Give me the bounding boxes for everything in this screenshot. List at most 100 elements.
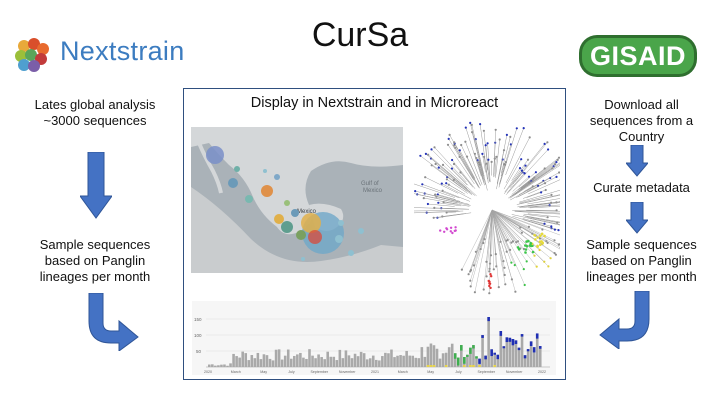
tree-tip — [524, 248, 528, 251]
tree-tip — [490, 160, 493, 163]
tree-tip — [544, 188, 547, 192]
tree-branch — [491, 209, 525, 286]
tree-tip — [555, 161, 558, 164]
tree-branch — [522, 218, 552, 227]
tree-branch — [446, 179, 468, 194]
tree-branch — [479, 164, 484, 177]
tree-tip — [528, 244, 532, 247]
timeline-bar-highlight — [493, 352, 496, 355]
timeline-bar — [244, 353, 248, 367]
timeline-bar — [450, 343, 454, 367]
tree-tip — [477, 161, 480, 164]
timeline-bar — [435, 348, 439, 367]
tree-tip — [464, 140, 467, 143]
timeline-bar — [423, 356, 427, 367]
timeline-bar — [405, 350, 408, 367]
timeline-tick-label: July — [288, 370, 295, 374]
timeline-bar — [217, 365, 220, 367]
timeline-bar — [538, 346, 542, 367]
timeline-bar-yellow — [493, 365, 496, 367]
tree-tip — [538, 240, 542, 243]
tree-tip — [424, 152, 427, 155]
tree-tip — [454, 229, 457, 232]
tree-tip — [479, 123, 482, 126]
tree-branch — [493, 129, 496, 176]
timeline-bar — [229, 363, 232, 367]
tree-tip — [520, 231, 523, 234]
left-bent-arrow — [88, 293, 139, 351]
timeline-bar — [350, 358, 354, 367]
timeline-bar — [238, 357, 241, 367]
timeline-bar — [396, 355, 399, 367]
timeline-bar-highlight — [453, 353, 457, 359]
tree-branch — [434, 207, 470, 210]
timeline-bar — [514, 340, 518, 367]
tree-branch — [514, 210, 560, 214]
tree-tip — [430, 148, 433, 151]
tree-tip — [543, 260, 546, 263]
tree-branch — [500, 164, 505, 177]
timeline-bar-yellow — [429, 365, 433, 367]
timeline-bar — [274, 349, 278, 367]
tree-branch — [518, 182, 546, 198]
tree-tip — [495, 155, 498, 158]
map-label-gulf: Gulf of — [361, 181, 379, 187]
tree-branch — [491, 209, 494, 270]
timeline-bar-highlight — [526, 349, 530, 352]
right-step1-text: Download all sequences from a Country — [589, 97, 694, 144]
timeline-bar — [438, 358, 442, 367]
timeline-bar-highlight — [499, 331, 503, 336]
tree-tip — [419, 154, 422, 157]
tree-tip — [553, 239, 556, 242]
tree-branch — [491, 209, 521, 249]
tree-branch — [435, 194, 461, 202]
tree-tip — [513, 264, 516, 267]
tree-tip — [526, 158, 530, 161]
tree-tip — [439, 229, 442, 232]
tree-branch — [530, 217, 558, 223]
tree-tip — [553, 252, 556, 255]
tree-tip — [518, 167, 522, 170]
tree-branch — [423, 197, 458, 205]
tree-tip — [473, 152, 476, 155]
tree-tip — [453, 144, 456, 147]
tree-tip — [553, 228, 556, 231]
tree-branch — [414, 193, 471, 206]
tree-branch — [499, 164, 506, 184]
tree-tip — [493, 157, 496, 160]
tree-branch — [511, 168, 545, 195]
tree-tip — [546, 216, 549, 219]
timeline-bar — [368, 358, 372, 367]
tree-branch — [414, 210, 459, 212]
tree-branch — [470, 209, 493, 281]
timeline-bar — [387, 353, 390, 367]
timeline-bar — [429, 343, 433, 367]
timeline-bar-yellow — [463, 365, 466, 367]
nextstrain-logo-icon — [15, 38, 49, 72]
tree-branch — [453, 145, 479, 187]
tree-tip — [440, 182, 443, 185]
tree-branch — [420, 155, 473, 196]
timeline-bar — [529, 341, 533, 367]
tree-branch — [491, 209, 505, 268]
tree-tip — [550, 201, 553, 204]
tree-tip — [504, 163, 507, 166]
timeline-bar — [490, 349, 493, 367]
timeline-bar — [502, 346, 506, 367]
tree-branch — [486, 209, 493, 262]
tree-branch — [427, 203, 455, 207]
tree-tip — [505, 250, 508, 253]
tree-branch — [422, 184, 460, 199]
tree-tip — [520, 169, 524, 172]
tree-branch — [491, 209, 507, 252]
timeline-bar — [289, 358, 293, 367]
tree-branch — [504, 159, 529, 193]
tree-branch — [453, 163, 472, 186]
tree-tip — [531, 185, 534, 188]
timeline-bar — [293, 355, 296, 367]
tree-tip — [459, 171, 462, 174]
tree-tip — [424, 176, 427, 179]
tree-tip — [414, 190, 417, 193]
tree-tip — [525, 245, 529, 248]
timeline-bar-highlight — [496, 354, 500, 360]
